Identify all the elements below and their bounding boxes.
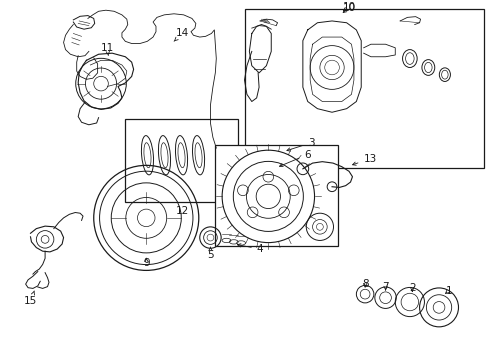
Text: 5: 5: [207, 247, 213, 261]
Text: 3: 3: [286, 138, 314, 151]
Text: 15: 15: [24, 291, 37, 306]
Bar: [125, 120, 238, 202]
Text: 2: 2: [408, 283, 415, 293]
Text: 9: 9: [142, 258, 149, 267]
Text: 1: 1: [445, 285, 451, 296]
Text: 14: 14: [174, 28, 188, 41]
Text: 12: 12: [175, 206, 188, 216]
Text: 7: 7: [382, 282, 388, 292]
Text: 8: 8: [361, 279, 367, 289]
Bar: [245, 9, 483, 168]
Text: 6: 6: [279, 149, 310, 167]
Text: 4: 4: [237, 244, 263, 254]
Bar: [215, 145, 337, 246]
Text: 11: 11: [101, 43, 114, 55]
Text: 10: 10: [342, 3, 355, 13]
Text: 10: 10: [342, 2, 355, 12]
Text: 13: 13: [352, 154, 376, 165]
